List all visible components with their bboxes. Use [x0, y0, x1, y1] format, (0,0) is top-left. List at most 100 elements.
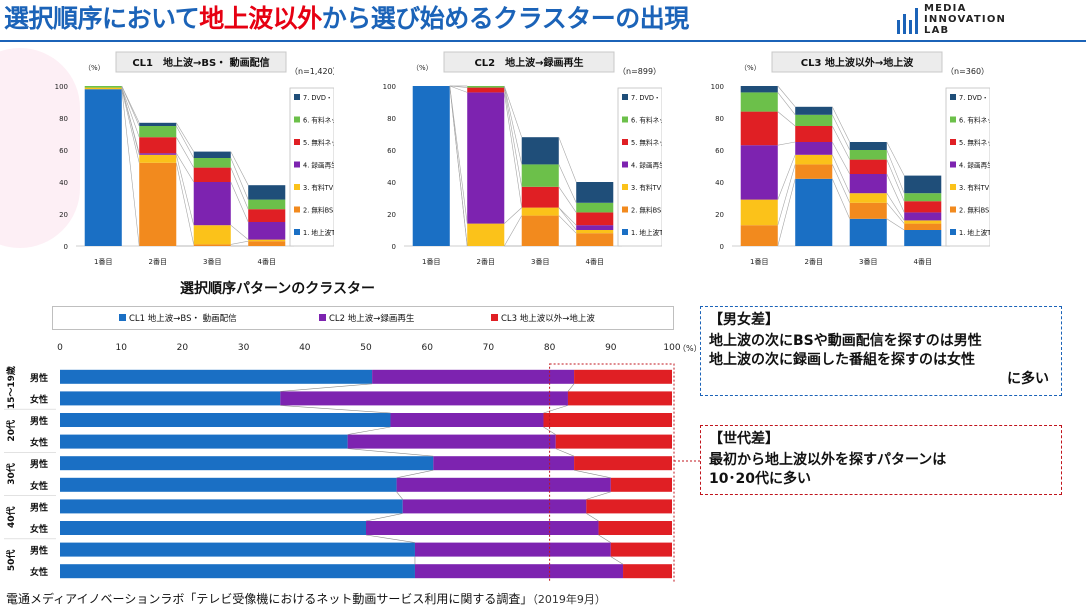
chart-title: CL2 地上波→録画再生 [474, 56, 583, 69]
bar-segment [849, 159, 887, 174]
legend-label: 2. 無料BS ch [303, 206, 334, 215]
age-group-label: 40代 [5, 506, 17, 528]
y-tick-label: 0 [64, 243, 68, 251]
bar-segment [904, 201, 942, 213]
cluster-chart-cl1: CL1 地上波→BS・ 動画配信 （%） （n=1,420） 0 20 40 60 80 100… [44, 50, 360, 276]
x-tick-label: 2番目 [805, 258, 823, 266]
bar-connector-line [777, 164, 796, 226]
legend-label: 7. DVD・ BD [959, 94, 990, 102]
bar-connector-line [176, 125, 194, 159]
y-unit-label: （%） [740, 64, 761, 72]
bar-segment [740, 111, 778, 146]
row-connector-line [586, 491, 611, 500]
legend-swatch [622, 184, 628, 190]
bar-segment [193, 182, 231, 226]
row-label: 男性 [30, 458, 48, 470]
gender-note-heading: 【男女差】 [709, 312, 779, 328]
row-connector-line [280, 405, 391, 414]
bar-segment [366, 521, 599, 535]
bar-segment [521, 215, 559, 246]
legend-label: 3. 有料TV ch [303, 183, 334, 192]
x-tick-label: 40 [299, 343, 311, 353]
bar-connector-line [832, 106, 850, 143]
row-label: 女性 [30, 523, 48, 535]
bar-connector-line [504, 207, 522, 224]
legend-label: 1. 地上波TV [303, 228, 334, 237]
bar-connector-line [777, 92, 796, 115]
bar-segment [248, 241, 286, 246]
age-note-line-1: 最初から地上波以外を探すパターンは [709, 452, 947, 468]
bar-connector-line [558, 164, 577, 203]
gender-note: 【男女差】 地上波の次にBSや動画配信を探すのは男性 地上波の次に録画した番組を… [700, 306, 1062, 396]
gender-note-line-2: 地上波の次に録画した番組を探すのは女性 [709, 352, 975, 368]
bar-connector-line [121, 85, 140, 123]
chart-title-box [771, 51, 943, 73]
bar-segment [574, 369, 672, 384]
y-tick-label: 100 [711, 83, 724, 91]
legend-swatch [319, 314, 326, 321]
x-tick-label: 50 [360, 343, 372, 353]
segment-legend: CL1 地上波→BS・ 動画配信 CL2 地上波→録画再生 CL3 地上波以外→地上… [52, 306, 674, 330]
legend-swatch [119, 314, 126, 321]
sample-size-label: （n=899） [618, 67, 661, 76]
bar-segment [433, 456, 575, 471]
legend-label: 3. 有料TV ch [959, 183, 990, 192]
chart-title-box [443, 51, 615, 73]
row-connector-line [543, 405, 569, 414]
bar-segment [740, 225, 778, 246]
legend-label: 7. DVD・ BD [631, 94, 662, 102]
bar-segment [193, 158, 231, 168]
bar-segment [521, 207, 559, 216]
legend-label: 6. 有料ネット 動画 [631, 116, 662, 125]
legend-label: 4. 録画再生 [303, 161, 334, 170]
bar-segment [576, 233, 614, 246]
legend-swatch [950, 139, 956, 145]
row-connector-line [280, 383, 373, 392]
bar-segment [84, 89, 122, 246]
bar-segment [576, 182, 614, 203]
legend-label: CL2 地上波→録画再生 [329, 313, 415, 324]
bar-connector-line [503, 85, 523, 138]
row-connector-line [347, 426, 391, 435]
y-tick-label: 40 [387, 179, 396, 187]
legend-label: 6. 有料ネット 動画 [303, 116, 334, 125]
bar-connector-line [886, 159, 905, 202]
bar-segment [849, 142, 887, 150]
bar-segment [521, 186, 559, 208]
logo-bars-icon [897, 8, 918, 34]
bar-segment [248, 209, 286, 222]
bar-segment [610, 477, 672, 492]
row-connector-line [598, 534, 611, 543]
legend-swatch [294, 184, 300, 190]
legend-label: 7. DVD・ BD [303, 94, 334, 102]
bar-connector-line [121, 87, 140, 154]
age-note: 【世代差】 最初から地上波以外を探すパターンは 10･20代に多い [700, 425, 1062, 495]
logo-line-1: MEDIA [924, 3, 967, 14]
cluster-chart-cl3: CL3 地上波以外→地上波 （%） （n=360） 0 20 40 60 80 100 1番目 2番… [700, 50, 1016, 276]
legend-swatch [622, 94, 628, 100]
chart-title: CL1 地上波→BS・ 動画配信 [132, 56, 269, 69]
legend-label: 6. 有料ネット 動画 [959, 116, 990, 125]
x-tick-label: 4番目 [586, 258, 604, 266]
row-connector-line [574, 469, 611, 479]
legend-swatch [622, 161, 628, 168]
x-tick-label: 60 [421, 343, 433, 353]
bar-segment [396, 477, 611, 492]
row-connector-line [396, 469, 434, 479]
bar-connector-line [176, 137, 194, 168]
bar-segment [795, 106, 833, 115]
y-tick-label: 40 [715, 179, 724, 187]
bar-connector-line [886, 173, 905, 213]
x-tick-label: 20 [177, 343, 189, 353]
row-connector-line [347, 448, 434, 457]
page-title: 選択順序において地上波以外から選び始めるクラスターの出現 [4, 4, 689, 34]
x-tick-label: 1番目 [94, 258, 112, 266]
y-tick-label: 100 [383, 83, 396, 91]
bar-connector-line [230, 151, 249, 186]
y-unit-label: （%） [412, 64, 433, 72]
bar-segment [60, 434, 348, 449]
legend-swatch [622, 139, 628, 145]
legend-label: 1. 地上波TV [959, 228, 990, 237]
cluster-chart-cl2: CL2 地上波→録画再生 （%） （n=899） 0 20 40 60 80 100 1番目 2番目… [372, 50, 688, 276]
bar-connector-line [777, 178, 796, 247]
